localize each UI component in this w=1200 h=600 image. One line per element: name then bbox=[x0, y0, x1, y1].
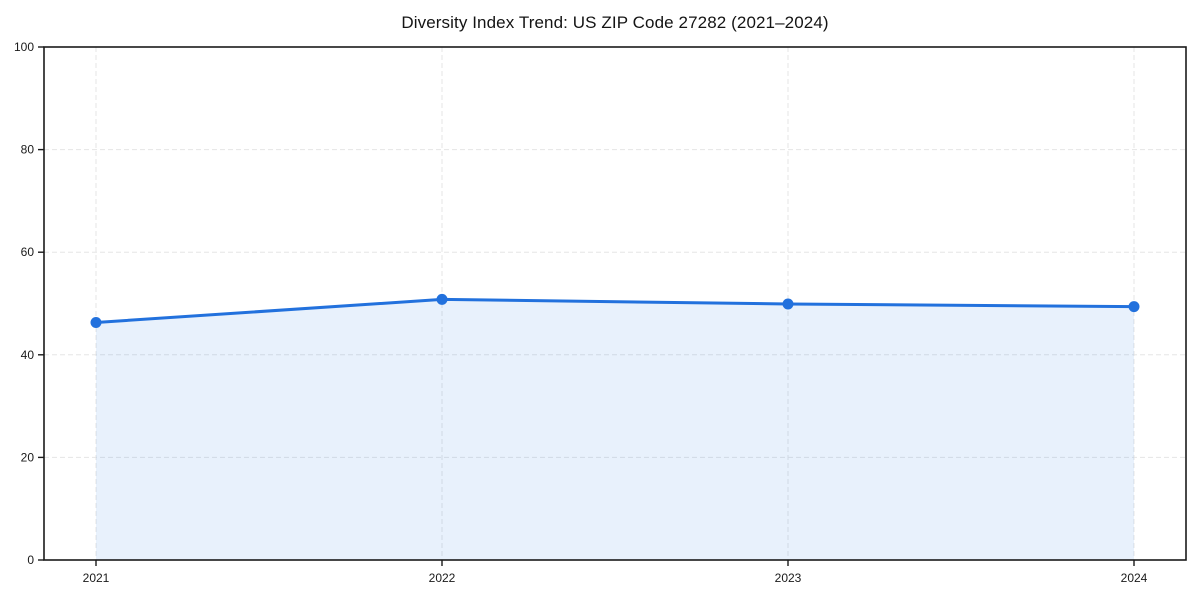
trend-line bbox=[94, 297, 1136, 324]
data-point-marker bbox=[782, 298, 794, 310]
data-point-marker bbox=[436, 293, 448, 305]
x-tick-label: 2024 bbox=[1121, 571, 1148, 585]
data-point-marker bbox=[90, 316, 102, 328]
y-tick-label: 20 bbox=[21, 450, 35, 464]
y-tick-label: 80 bbox=[21, 143, 35, 157]
y-tick-label: 100 bbox=[14, 40, 34, 54]
plot-border bbox=[43, 46, 1187, 561]
x-tick-label: 2021 bbox=[83, 571, 110, 585]
y-tick-label: 60 bbox=[21, 245, 35, 259]
y-tick-label: 0 bbox=[27, 553, 34, 567]
x-tick-label: 2022 bbox=[429, 571, 456, 585]
area-fill bbox=[96, 299, 1134, 560]
chart-title: Diversity Index Trend: US ZIP Code 27282… bbox=[401, 13, 829, 32]
x-tick-label: 2023 bbox=[775, 571, 802, 585]
y-tick-label: 40 bbox=[21, 348, 35, 362]
data-point-marker bbox=[1128, 301, 1140, 313]
